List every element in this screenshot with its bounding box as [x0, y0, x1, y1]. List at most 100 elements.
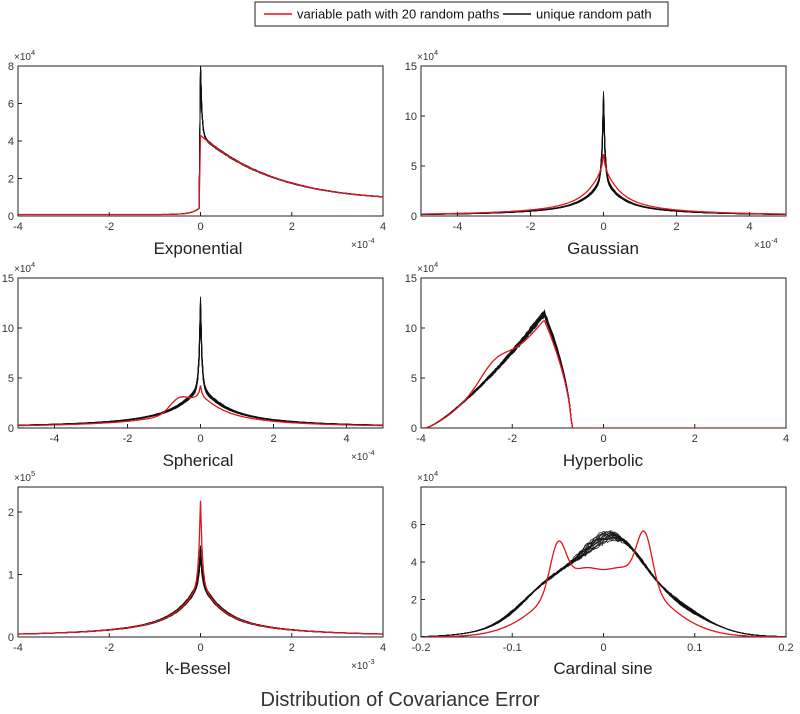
y-tick-label: 5: [8, 373, 14, 385]
series-variable-path: [18, 134, 383, 216]
figure-title: Distribution of Covariance Error: [261, 689, 540, 711]
y-tick-label: 15: [2, 273, 14, 285]
y-tick-label: 10: [405, 111, 417, 123]
panel-title: Cardinal sine: [553, 659, 652, 678]
series-variable-path: [18, 385, 383, 427]
x-tick-label: 0: [600, 221, 606, 233]
x-tick-label: -4: [416, 433, 426, 445]
series-group: [421, 530, 786, 637]
y-tick-label: 10: [2, 323, 14, 335]
legend-label-red: variable path with 20 random paths: [297, 7, 500, 22]
y-tick-label: 6: [8, 99, 14, 111]
y-tick-label: 4: [8, 136, 14, 148]
x-tick-label: 4: [380, 221, 386, 233]
y-tick-label: 0: [8, 632, 14, 644]
x-multiplier: ×10-4: [754, 236, 778, 251]
panel-title: k-Bessel: [165, 659, 230, 678]
y-multiplier: ×104: [417, 48, 438, 63]
series-group: [421, 91, 786, 215]
y-tick-label: 5: [411, 373, 417, 385]
panel-hyperbolic: -4 -2 0 2 4 0 5 10 15×104 Hyperbolic: [405, 260, 789, 470]
x-tick-label: -4: [13, 642, 23, 654]
y-tick-label: 1: [8, 570, 14, 582]
x-tick-label: -2: [104, 642, 114, 654]
x-multiplier: ×10-4: [351, 236, 375, 251]
y-tick-label: 8: [8, 61, 14, 73]
series-variable-path: [18, 500, 383, 635]
panel-title: Gaussian: [567, 239, 639, 258]
y-tick-label: 5: [411, 161, 417, 173]
y-tick-label: 2: [8, 507, 14, 519]
y-tick-label: 2: [8, 174, 14, 186]
y-multiplier: ×104: [14, 260, 35, 275]
x-tick-label: 4: [746, 221, 752, 233]
y-multiplier: ×104: [417, 469, 438, 484]
plot-frame: [420, 65, 787, 217]
x-tick-label: 4: [380, 642, 386, 654]
panel-gaussian: -4 -2 0 2 4 0 5 10 15×104 ×10-4 Gaussian: [405, 48, 787, 258]
x-tick-label: -2: [526, 221, 536, 233]
x-tick-label: 0.2: [778, 642, 793, 654]
y-tick-label: 0: [411, 211, 417, 223]
x-tick-label: 0: [600, 433, 606, 445]
x-tick-label: 2: [270, 433, 276, 445]
x-multiplier: ×10-3: [351, 657, 375, 672]
x-tick-label: 0.1: [687, 642, 702, 654]
x-tick-label: -4: [13, 221, 23, 233]
y-tick-label: 0: [8, 423, 14, 435]
y-tick-label: 4: [411, 557, 417, 569]
x-tick-label: -0.1: [503, 642, 522, 654]
x-tick-label: 0: [197, 642, 203, 654]
y-tick-label: 15: [405, 61, 417, 73]
y-tick-label: 0: [411, 632, 417, 644]
x-tick-label: -4: [50, 433, 60, 445]
series-unique-random-path: [18, 296, 383, 426]
y-multiplier: ×105: [14, 469, 35, 484]
panel-title: Hyperbolic: [563, 451, 644, 470]
series-unique-random-path: [421, 310, 786, 428]
x-tick-label: 2: [289, 221, 295, 233]
x-tick-label: 0: [197, 433, 203, 445]
y-tick-label: 2: [411, 595, 417, 607]
series-variable-path: [421, 530, 786, 637]
x-tick-label: -4: [453, 221, 463, 233]
legend-box: [254, 1, 669, 27]
x-tick-label: 0: [600, 642, 606, 654]
series-variable-path: [421, 320, 786, 428]
y-tick-label: 10: [405, 323, 417, 335]
series-variable-path: [421, 154, 786, 215]
x-tick-label: 2: [692, 433, 698, 445]
series-group: [421, 309, 786, 428]
series-group: [18, 66, 383, 216]
y-multiplier: ×104: [14, 48, 35, 63]
panel-exponential: -4 -2 0 2 4 0 2 4 6 8×104 ×10-4 Exponential: [8, 48, 386, 258]
plot-frame: [420, 486, 787, 638]
x-tick-label: 2: [673, 221, 679, 233]
series-group: [18, 500, 383, 635]
legend: variable path with 20 random paths uniqu…: [254, 1, 669, 27]
y-tick-label: 15: [405, 273, 417, 285]
x-tick-label: -2: [507, 433, 517, 445]
panel-title: Spherical: [163, 451, 234, 470]
series-group: [18, 296, 383, 427]
x-tick-label: 4: [783, 433, 789, 445]
x-tick-label: -0.2: [412, 642, 431, 654]
y-tick-label: 0: [8, 211, 14, 223]
x-tick-label: -2: [104, 221, 114, 233]
panel-title: Exponential: [154, 239, 243, 258]
series-unique-random-path: [421, 530, 786, 637]
panel-k-bessel: -4 -2 0 2 4 0 1 2 ×105 ×10-3 k-Bessel: [8, 469, 386, 678]
x-tick-label: 4: [343, 433, 349, 445]
panel-spherical: -4 -2 0 2 4 0 5 10 15×104 ×10-4 Spherical: [2, 260, 384, 470]
legend-label-black: unique random path: [536, 7, 652, 22]
y-tick-label: 0: [411, 423, 417, 435]
x-tick-label: -2: [123, 433, 133, 445]
panel-cardinal-sine: -0.2 -0.1 0 0.1 0.2 0 2 4 6 ×104 Cardinal sine: [411, 469, 794, 678]
x-tick-label: 0: [197, 221, 203, 233]
plot-frame: [420, 277, 787, 429]
x-multiplier: ×10-4: [351, 448, 375, 463]
x-tick-label: 2: [289, 642, 295, 654]
y-tick-label: 6: [411, 520, 417, 532]
